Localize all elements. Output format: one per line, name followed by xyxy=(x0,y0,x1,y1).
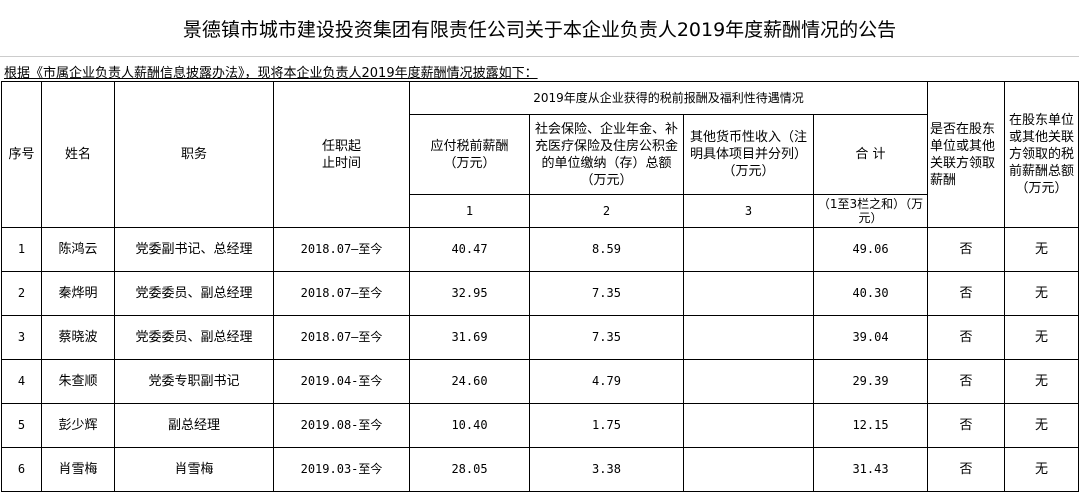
table-row: 3 蔡晓波 党委委员、副总经理 2018.07—至今 31.69 7.35 39.04 否无 xyxy=(1,315,1079,360)
cell-salary: 31.69 xyxy=(409,315,530,360)
cell-total: 39.04 xyxy=(813,315,928,360)
cell-insurance: 3.38 xyxy=(529,447,684,492)
cell-salary: 40.47 xyxy=(409,227,530,272)
salary-table: 序号 姓名 职务 任职起止时间 2019年度从企业获得的税前报酬及福利性待遇情况… xyxy=(1,81,1079,492)
cell-salary: 28.05 xyxy=(409,447,530,492)
cell-insurance: 7.35 xyxy=(529,315,684,360)
cell-position: 肖雪梅 xyxy=(114,447,274,492)
table-row: 6 肖雪梅 肖雪梅 2019.03-至今 28.05 3.38 31.43 否无 xyxy=(1,447,1079,492)
cell-term: 2018.07—至今 xyxy=(273,271,410,316)
cell-amount: 无 xyxy=(1004,315,1079,360)
cell-seq: 4 xyxy=(1,359,42,404)
cell-position: 党委委员、副总经理 xyxy=(114,315,274,360)
header-salary-text: 应付税前薪酬（万元） xyxy=(430,138,509,171)
header-term: 任职起止时间 xyxy=(273,81,410,228)
cell-shareholder: 否 xyxy=(927,271,1005,316)
cell-term: 2019.08-至今 xyxy=(273,403,410,448)
header-salary: 应付税前薪酬（万元） xyxy=(409,114,530,195)
cell-insurance: 8.59 xyxy=(529,227,684,272)
table-row: 2 秦烨明 党委委员、副总经理 2018.07—至今 32.95 7.35 40.30 否无 xyxy=(1,271,1079,316)
table-row: 4 朱查顺 党委专职副书记 2019.04-至今 24.60 4.79 29.39 否无 xyxy=(1,359,1079,404)
cell-total: 31.43 xyxy=(813,447,928,492)
cell-amount: 无 xyxy=(1004,403,1079,448)
header-total: 合 计 xyxy=(813,114,928,195)
cell-seq: 6 xyxy=(1,447,42,492)
cell-name: 彭少辉 xyxy=(41,403,115,448)
header-group: 2019年度从企业获得的税前报酬及福利性待遇情况 xyxy=(409,81,928,115)
cell-salary: 10.40 xyxy=(409,403,530,448)
header-total-note: （1至3栏之和）（万元） xyxy=(813,194,928,228)
header-shareholder-amount: 在股东单位或其他关联方领取的税前薪酬总额（万元） xyxy=(1004,81,1079,228)
cell-term: 2018.07—至今 xyxy=(273,315,410,360)
cell-amount: 无 xyxy=(1004,447,1079,492)
cell-total: 29.39 xyxy=(813,359,928,404)
header-other: 其他货币性收入（注明具体项目并分列）（万元） xyxy=(683,114,814,195)
header-position: 职务 xyxy=(114,81,274,228)
header-col1: 1 xyxy=(409,194,530,228)
cell-insurance: 4.79 xyxy=(529,359,684,404)
cell-term: 2018.07—至今 xyxy=(273,227,410,272)
cell-seq: 2 xyxy=(1,271,42,316)
cell-name: 蔡晓波 xyxy=(41,315,115,360)
cell-seq: 3 xyxy=(1,315,42,360)
cell-other xyxy=(683,227,814,272)
cell-name: 陈鸿云 xyxy=(41,227,115,272)
header-term-text: 任职起止时间 xyxy=(321,138,361,171)
cell-name: 朱查顺 xyxy=(41,359,115,404)
cell-shareholder: 否 xyxy=(927,447,1005,492)
cell-shareholder: 否 xyxy=(927,315,1005,360)
cell-insurance: 7.35 xyxy=(529,271,684,316)
cell-amount: 无 xyxy=(1004,359,1079,404)
header-col2: 2 xyxy=(529,194,684,228)
cell-insurance: 1.75 xyxy=(529,403,684,448)
header-seq: 序号 xyxy=(1,81,42,228)
cell-seq: 1 xyxy=(1,227,42,272)
page-title: 景德镇市城市建设投资集团有限责任公司关于本企业负责人2019年度薪酬情况的公告 xyxy=(0,0,1079,57)
cell-shareholder: 否 xyxy=(927,227,1005,272)
cell-shareholder: 否 xyxy=(927,359,1005,404)
cell-amount: 无 xyxy=(1004,227,1079,272)
cell-position: 副总经理 xyxy=(114,403,274,448)
header-name: 姓名 xyxy=(41,81,115,228)
cell-name: 肖雪梅 xyxy=(41,447,115,492)
cell-total: 40.30 xyxy=(813,271,928,316)
header-col3: 3 xyxy=(683,194,814,228)
cell-term: 2019.03-至今 xyxy=(273,447,410,492)
cell-position: 党委委员、副总经理 xyxy=(114,271,274,316)
header-shareholder: 是否在股东单位或其他关联方领取薪酬 xyxy=(927,81,1005,228)
cell-salary: 24.60 xyxy=(409,359,530,404)
cell-salary: 32.95 xyxy=(409,271,530,316)
cell-other xyxy=(683,315,814,360)
cell-term: 2019.04-至今 xyxy=(273,359,410,404)
cell-name: 秦烨明 xyxy=(41,271,115,316)
cell-other xyxy=(683,271,814,316)
cell-other xyxy=(683,359,814,404)
header-insurance: 社会保险、企业年金、补充医疗保险及住房公积金的单位缴纳（存）总额（万元） xyxy=(529,114,684,195)
cell-total: 12.15 xyxy=(813,403,928,448)
cell-position: 党委专职副书记 xyxy=(114,359,274,404)
cell-amount: 无 xyxy=(1004,271,1079,316)
cell-other xyxy=(683,403,814,448)
cell-other xyxy=(683,447,814,492)
cell-shareholder: 否 xyxy=(927,403,1005,448)
table-row: 1 陈鸿云 党委副书记、总经理 2018.07—至今 40.47 8.59 49.06 否无 xyxy=(1,227,1079,272)
cell-total: 49.06 xyxy=(813,227,928,272)
table-row: 5 彭少辉 副总经理 2019.08-至今 10.40 1.75 12.15 否无 xyxy=(1,403,1079,448)
intro-text: 根据《市属企业负责人薪酬信息披露办法》，现将本企业负责人2019年度薪酬情况披露… xyxy=(4,66,538,81)
cell-seq: 5 xyxy=(1,403,42,448)
cell-position: 党委副书记、总经理 xyxy=(114,227,274,272)
